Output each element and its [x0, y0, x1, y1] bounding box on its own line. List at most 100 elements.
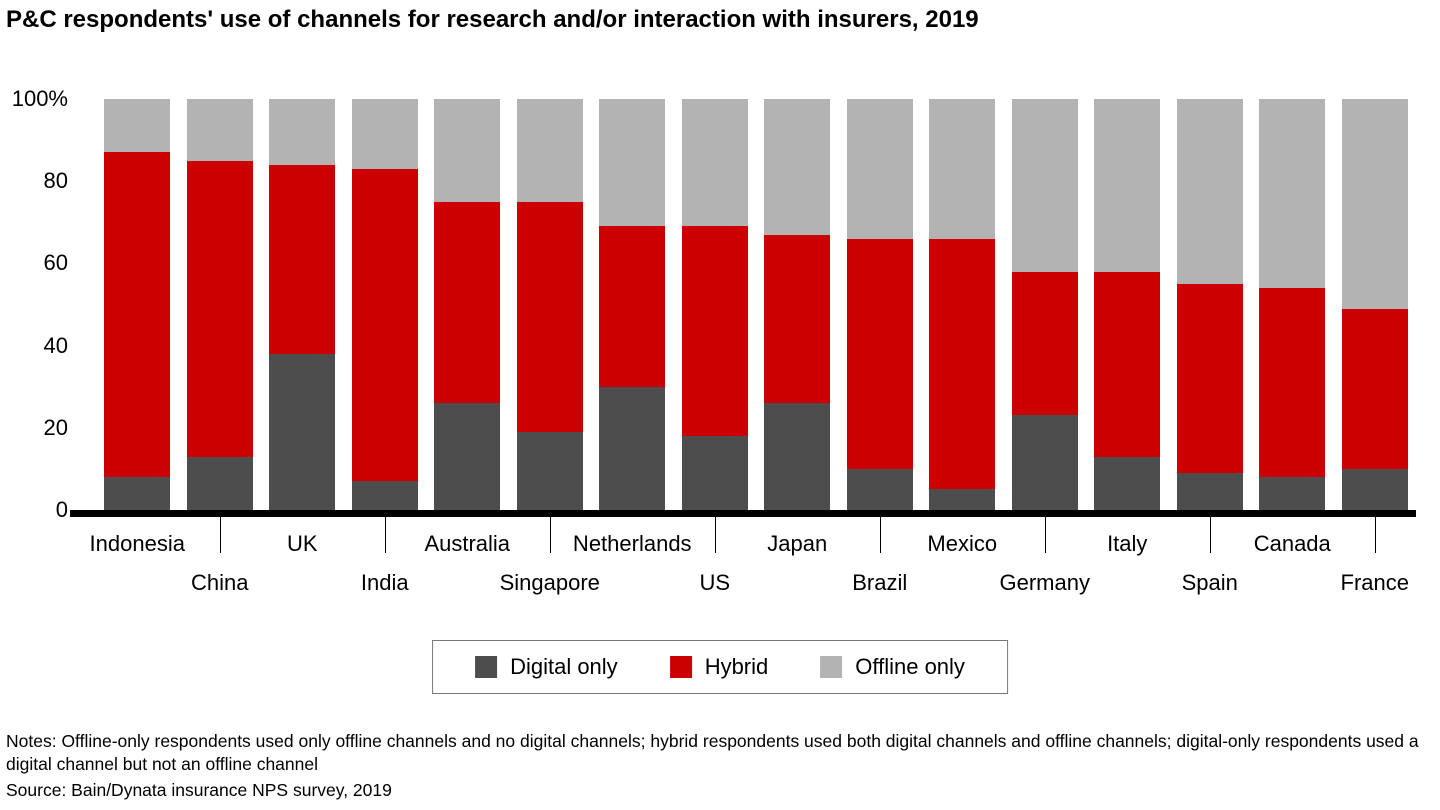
- bar-segment-offline-only: [516, 99, 583, 202]
- bar-segment-offline-only: [269, 99, 336, 165]
- axis-leader-tick: [1209, 517, 1211, 553]
- bar-slot: [674, 99, 757, 510]
- x-label-mexico: Mexico: [927, 531, 998, 556]
- axis-leader-tick: [879, 517, 881, 553]
- bar-segment-hybrid: [599, 226, 666, 387]
- bar-brazil: [846, 99, 913, 510]
- bar-segment-hybrid: [1011, 271, 1078, 416]
- bar-segment-offline-only: [929, 99, 996, 239]
- x-label-netherlands: Netherlands: [572, 531, 692, 556]
- bar-segment-offline-only: [1176, 99, 1243, 284]
- x-label-germany: Germany: [999, 570, 1090, 595]
- axis-leader-tick: [1374, 517, 1376, 553]
- legend-item-hybrid: Hybrid: [669, 654, 768, 680]
- bar-slot: [591, 99, 674, 510]
- bar-slot: [344, 99, 427, 510]
- bar-segment-offline-only: [186, 99, 253, 161]
- bar-segment-digital-only: [846, 468, 913, 510]
- x-label-us: US: [699, 570, 731, 595]
- bar-segment-digital-only: [434, 403, 501, 510]
- y-tick-label: 0: [55, 497, 68, 522]
- bar-slot: [96, 99, 179, 510]
- bar-segment-hybrid: [434, 201, 501, 404]
- x-label-india: India: [360, 570, 409, 595]
- axis-leader-tick: [219, 517, 221, 553]
- legend: Digital only Hybrid Offline only: [432, 640, 1008, 694]
- bar-slot: [1086, 99, 1169, 510]
- bar-segment-hybrid: [516, 201, 583, 432]
- bar-segment-hybrid: [186, 160, 253, 457]
- bar-segment-digital-only: [1176, 473, 1243, 510]
- bar-slot: [426, 99, 509, 510]
- x-label-italy: Italy: [1107, 531, 1148, 556]
- bar-segment-hybrid: [681, 226, 748, 437]
- bar-australia: [434, 99, 501, 510]
- legend-swatch: [820, 656, 843, 678]
- bar-segment-offline-only: [1341, 99, 1408, 309]
- bar-germany: [1011, 99, 1078, 510]
- bar-canada: [1259, 99, 1326, 510]
- bar-indonesia: [104, 99, 171, 510]
- bar-segment-digital-only: [1011, 415, 1078, 510]
- footnotes: Notes: Offline-only respondents used onl…: [6, 730, 1434, 802]
- bar-segment-digital-only: [929, 489, 996, 510]
- bar-segment-digital-only: [186, 456, 253, 510]
- bar-segment-hybrid: [1259, 288, 1326, 478]
- y-tick-label: 80: [43, 168, 68, 194]
- bar-segment-digital-only: [351, 481, 418, 510]
- bar-segment-digital-only: [1259, 477, 1326, 510]
- legend-item-offline-only: Offline only: [820, 654, 965, 680]
- x-label-brazil: Brazil: [852, 570, 908, 595]
- axis-leader-tick: [714, 517, 716, 553]
- legend-label: Offline only: [855, 654, 965, 679]
- x-label-uk: UK: [286, 531, 318, 556]
- bar-segment-offline-only: [104, 99, 171, 153]
- bar-segment-offline-only: [351, 99, 418, 169]
- bar-segment-offline-only: [599, 99, 666, 227]
- bar-slot: [261, 99, 344, 510]
- bar-segment-hybrid: [104, 152, 171, 478]
- x-label-china: China: [191, 570, 249, 595]
- legend-label: Digital only: [510, 654, 618, 679]
- y-tick-label: 100%: [11, 86, 68, 111]
- bar-slot: [1169, 99, 1252, 510]
- bar-segment-digital-only: [1341, 468, 1408, 510]
- bar-slot: [509, 99, 592, 510]
- bar-segment-hybrid: [846, 238, 913, 469]
- notes-text: Notes: Offline-only respondents used onl…: [6, 731, 1419, 775]
- bar-segment-digital-only: [599, 386, 666, 510]
- bar-uk: [269, 99, 336, 510]
- axis-leader-tick: [1044, 517, 1046, 553]
- y-axis: 100% 80 60 40 20 0: [0, 0, 90, 810]
- bar-segment-digital-only: [269, 353, 336, 510]
- legend-swatch: [669, 656, 692, 678]
- bar-slot: [179, 99, 262, 510]
- axis-leader-tick: [384, 517, 386, 553]
- bar-slot: [1334, 99, 1417, 510]
- bar-slot: [839, 99, 922, 510]
- x-axis-labels: Indonesia China UK India Australia Singapore N…: [90, 517, 1416, 612]
- bar-segment-digital-only: [764, 403, 831, 510]
- bar-segment-hybrid: [764, 234, 831, 404]
- bar-segment-hybrid: [929, 238, 996, 490]
- x-label-indonesia: Indonesia: [89, 531, 185, 556]
- x-label-spain: Spain: [1181, 570, 1238, 595]
- bar-segment-offline-only: [846, 99, 913, 239]
- bar-segment-offline-only: [1259, 99, 1326, 289]
- bar-italy: [1094, 99, 1161, 510]
- bar-segment-offline-only: [1094, 99, 1161, 272]
- bar-slot: [756, 99, 839, 510]
- bar-japan: [764, 99, 831, 510]
- bar-netherlands: [599, 99, 666, 510]
- legend-item-digital-only: Digital only: [475, 654, 618, 680]
- source-text: Source: Bain/Dynata insurance NPS survey…: [6, 780, 392, 801]
- bar-segment-hybrid: [269, 164, 336, 354]
- bar-segment-hybrid: [1094, 271, 1161, 457]
- y-tick-label: 40: [43, 332, 68, 358]
- bar-segment-offline-only: [681, 99, 748, 227]
- bar-segment-hybrid: [351, 168, 418, 482]
- bar-slot: [1004, 99, 1087, 510]
- x-label-australia: Australia: [424, 531, 511, 556]
- bar-segment-digital-only: [516, 431, 583, 510]
